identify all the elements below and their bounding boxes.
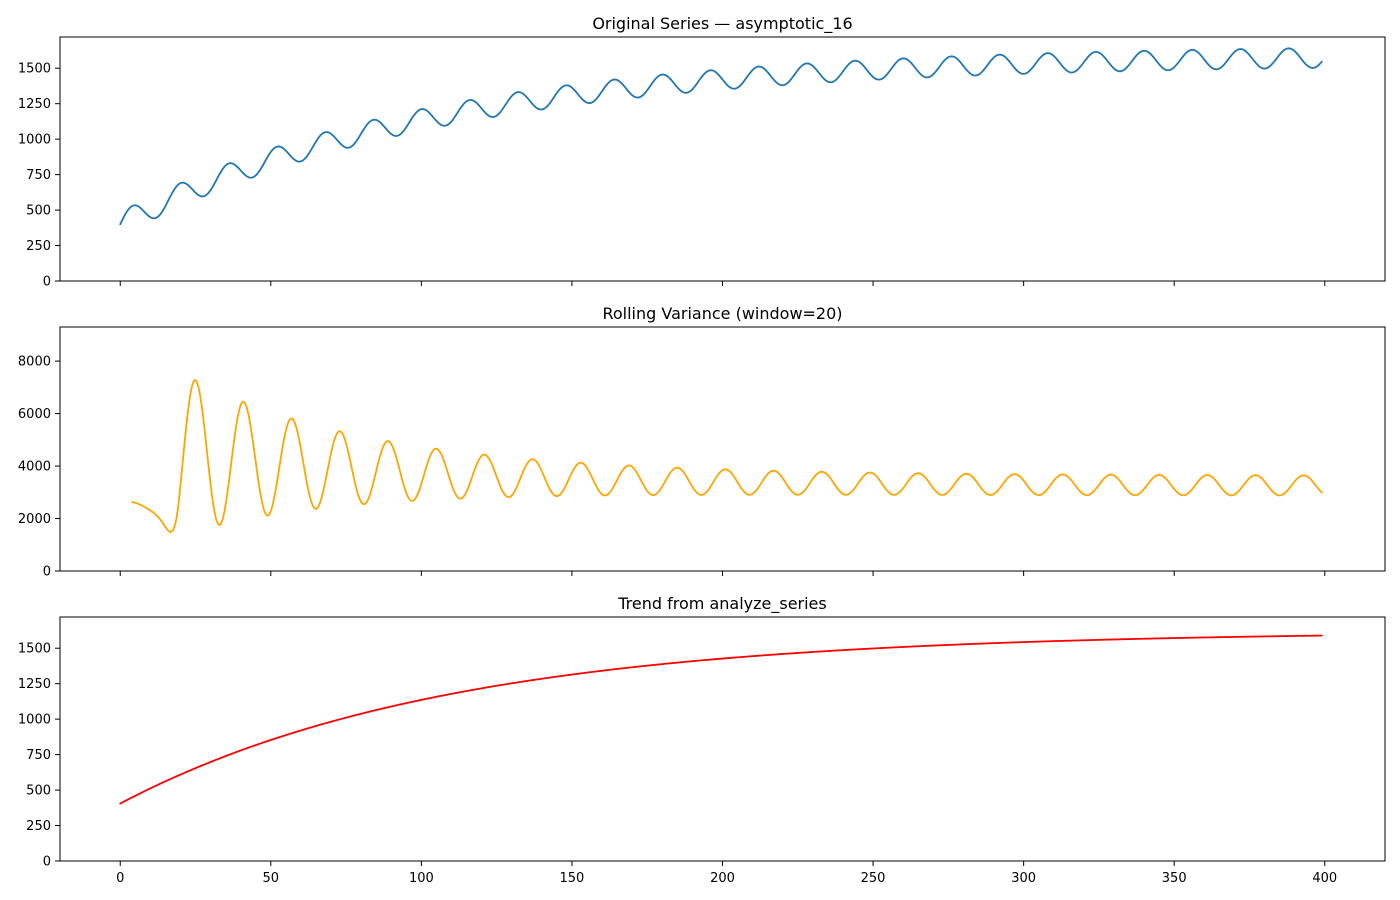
- x-tick-label: 100: [409, 871, 434, 886]
- x-tick-label: 350: [1162, 871, 1187, 886]
- y-tick-label: 750: [26, 168, 51, 183]
- axes-frame: [59, 616, 1386, 862]
- panel-title: Trend from analyze_series: [617, 594, 826, 614]
- panel-title: Rolling Variance (window=20): [602, 304, 842, 323]
- y-tick-label: 1500: [18, 62, 51, 77]
- series-line-0-0: [119, 47, 1323, 226]
- x-tick-label: 50: [263, 871, 280, 886]
- x-tick-label: 400: [1312, 871, 1337, 886]
- y-tick-label: 0: [43, 275, 51, 290]
- panel-trend: Trend from analyze_series 02505007501000…: [18, 594, 1386, 886]
- x-tick-label: 250: [861, 871, 886, 886]
- y-tick-label: 1000: [18, 713, 51, 728]
- y-tick-label: 8000: [18, 355, 51, 370]
- y-tick-label: 0: [43, 855, 51, 870]
- y-tick-label: 500: [26, 784, 51, 799]
- y-tick-label: 1000: [18, 133, 51, 148]
- axes-frame: [59, 326, 1386, 572]
- panel-title: Original Series — asymptotic_16: [592, 14, 852, 34]
- y-tick-label: 750: [26, 748, 51, 763]
- panel-rolling-variance: Rolling Variance (window=20) 0 2000 4000 60…: [18, 304, 1386, 580]
- x-tick-label: 0: [116, 871, 124, 886]
- y-tick-label: 2000: [18, 512, 51, 527]
- y-tick-label: 1250: [18, 677, 51, 692]
- series-line-1-0: [131, 379, 1323, 533]
- y-tick-label: 250: [26, 239, 51, 254]
- x-tick-label: 300: [1011, 871, 1036, 886]
- panel-original-series: Original Series — asymptotic_16 0 250 500 7…: [18, 14, 1386, 290]
- y-tick-label: 6000: [18, 407, 51, 422]
- y-tick-label: 500: [26, 204, 51, 219]
- x-tick-label: 200: [710, 871, 735, 886]
- y-tick-label: 1500: [18, 642, 51, 657]
- y-tick-label: 4000: [18, 460, 51, 475]
- x-tick-label: 150: [560, 871, 585, 886]
- y-tick-label: 250: [26, 819, 51, 834]
- y-tick-label: 1250: [18, 97, 51, 112]
- series-line-2-0: [119, 634, 1323, 805]
- y-tick-label: 0: [43, 565, 51, 580]
- axes-frame: [59, 36, 1386, 282]
